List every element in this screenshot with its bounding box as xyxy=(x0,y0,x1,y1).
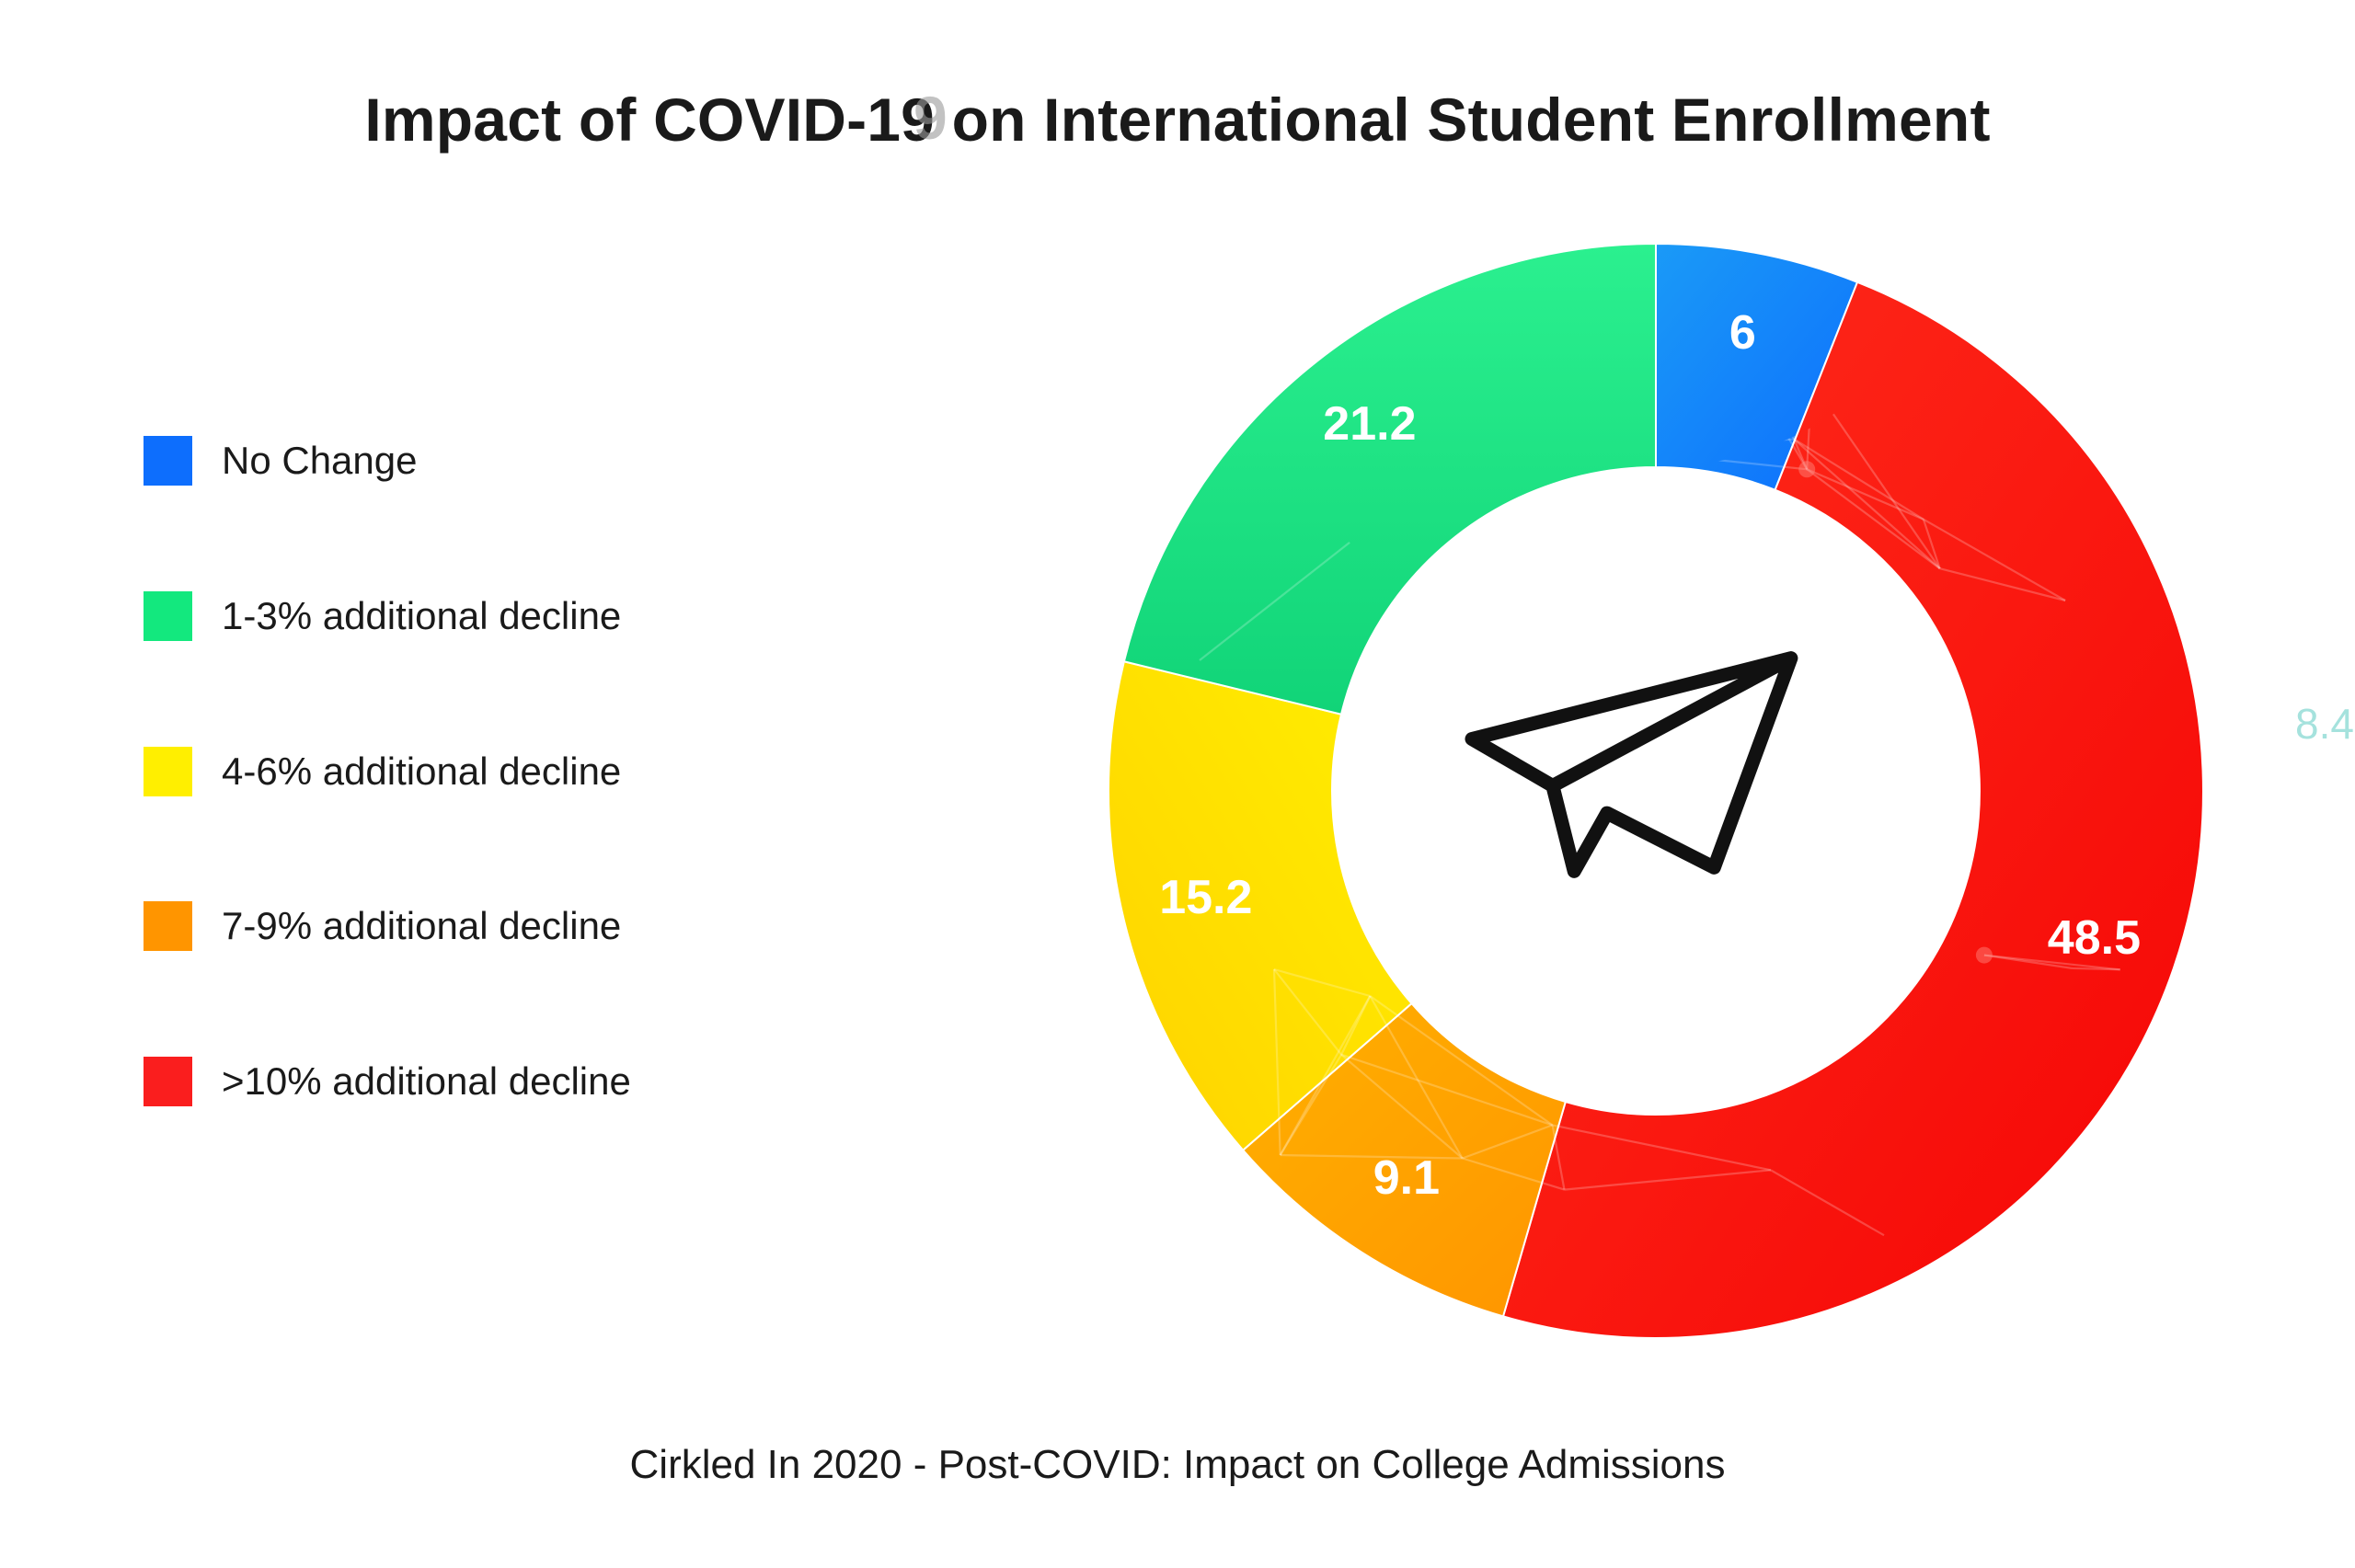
svg-text:15.2: 15.2 xyxy=(1159,871,1252,924)
svg-text:21.2: 21.2 xyxy=(1323,397,1416,451)
svg-text:6: 6 xyxy=(1729,306,1756,360)
svg-text:48.5: 48.5 xyxy=(2048,911,2141,965)
svg-text:9.1: 9.1 xyxy=(1373,1151,1440,1205)
